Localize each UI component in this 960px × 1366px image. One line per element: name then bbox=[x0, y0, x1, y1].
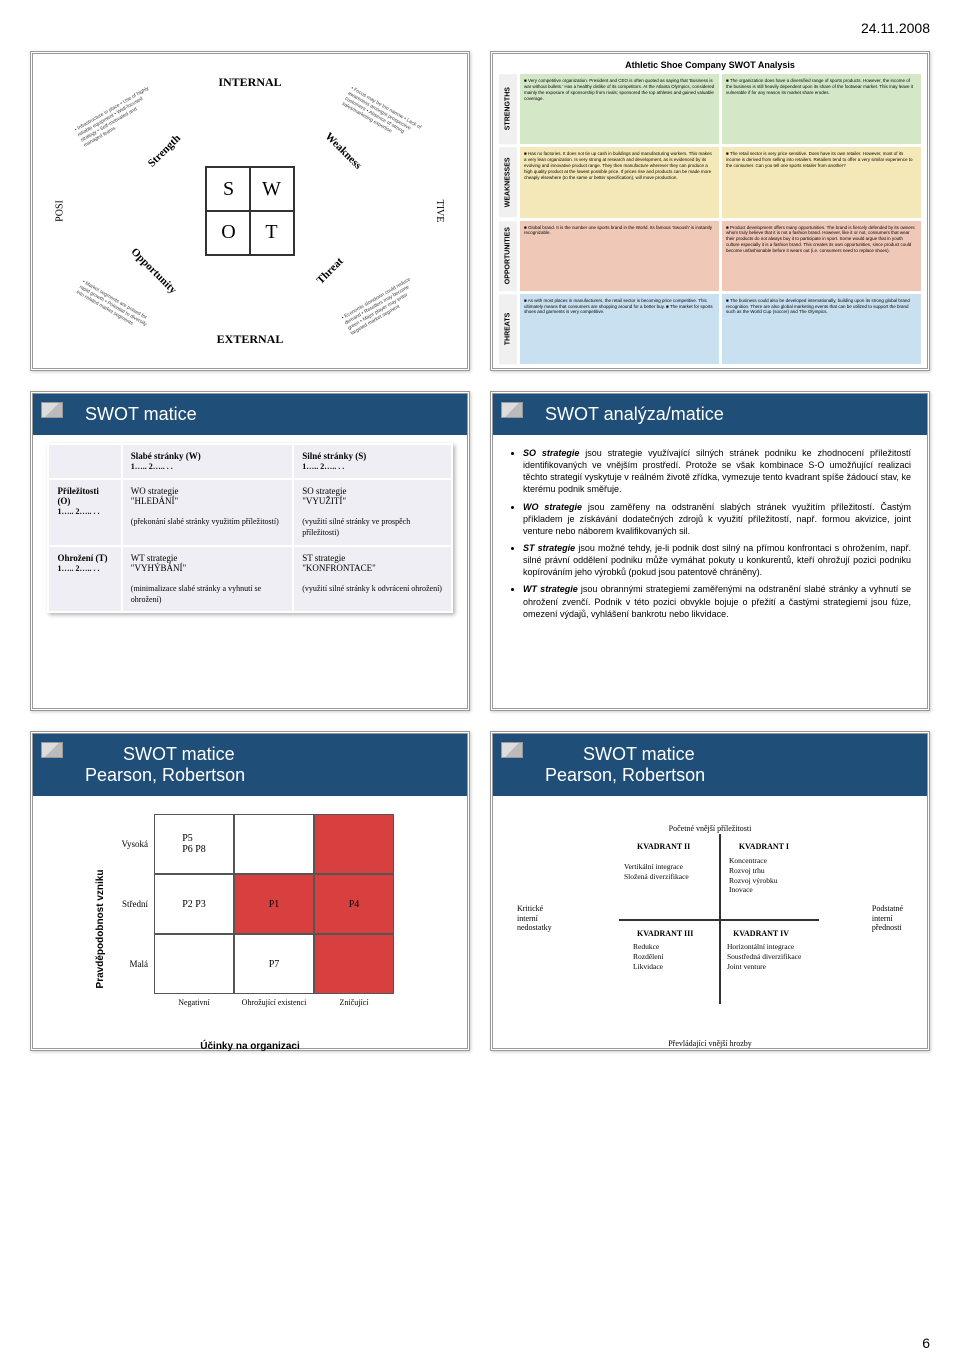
left-axis-label: Kritické interní nedostatky bbox=[517, 904, 552, 933]
hdr-o: Příležitosti (O)1….. 2….. . . bbox=[48, 479, 121, 545]
x-threat: Ohrožující existenci bbox=[234, 994, 314, 1024]
v-axis bbox=[719, 834, 721, 1004]
threat-bullets: • Economic slowdown could reduce demand … bbox=[341, 273, 427, 336]
weakness-label: Weakness bbox=[322, 130, 363, 171]
q4-label: KVADRANT IV bbox=[733, 929, 789, 938]
q4-items: Horizontální integrace Soustředná diverz… bbox=[727, 942, 801, 971]
x-corner bbox=[114, 994, 154, 1024]
slide-nike-swot: Athletic Shoe Company SWOT Analysis STRE… bbox=[490, 51, 930, 371]
quad-center: KVADRANT I KVADRANT II KVADRANT III KVAD… bbox=[619, 834, 819, 1004]
opportunity-label: Opportunity bbox=[128, 246, 178, 296]
hdr-w: Slabé stránky (W)1….. 2….. . . bbox=[122, 444, 293, 479]
slide-pearson-1: SWOT maticePearson, Robertson Pravděpodo… bbox=[30, 731, 470, 1051]
cell-1-2: P4 bbox=[314, 874, 394, 934]
y-mid: Střední bbox=[114, 874, 154, 934]
cell-2-2 bbox=[314, 934, 394, 994]
x-neg: Negativní bbox=[154, 994, 234, 1024]
q3-label: KVADRANT III bbox=[637, 929, 693, 938]
date-header: 24.11.2008 bbox=[30, 20, 930, 36]
slide-pearson-2: SWOT maticePearson, Robertson Početné vn… bbox=[490, 731, 930, 1051]
slide4-header: SWOT analýza/matice bbox=[493, 394, 927, 435]
slide-swot-analyza: SWOT analýza/matice SO strategie jsou st… bbox=[490, 391, 930, 711]
opp-box-1: ■ Global brand. It is the number one spo… bbox=[520, 221, 719, 291]
nike-title: Athletic Shoe Company SWOT Analysis bbox=[499, 60, 921, 70]
weakness-box-2: ■ The retail sector is very price sensit… bbox=[722, 147, 921, 217]
slide3-header: SWOT matice bbox=[33, 394, 467, 435]
hdr-s: Silné stránky (S)1….. 2….. . . bbox=[293, 444, 451, 479]
strength-bullets: • Infrastructure in place • Use of highl… bbox=[74, 85, 160, 148]
pearson-chart: Pravděpodobnost vzniku Vysoká P5 P6 P8 S… bbox=[39, 804, 461, 1054]
internal-label: INTERNAL bbox=[218, 75, 281, 90]
q1-label: KVADRANT I bbox=[739, 842, 789, 851]
slide6-header: SWOT maticePearson, Robertson bbox=[493, 734, 927, 796]
pr-grid: Vysoká P5 P6 P8 Střední P2 P3 P1 P4 Malá… bbox=[114, 814, 394, 1024]
opp-box-2: ■ Product development offers many opport… bbox=[722, 221, 921, 291]
side-opportunities: OPPORTUNITIES bbox=[499, 221, 517, 291]
slide-swot-matice: SWOT matice Slabé stránky (W)1….. 2….. .… bbox=[30, 391, 470, 711]
cell-0-0: P5 P6 P8 bbox=[154, 814, 234, 874]
positive-side-right: TIVE bbox=[434, 200, 445, 223]
side-threats: THREATS bbox=[499, 294, 517, 364]
bullet-wo: WO strategie jsou zaměřeny na odstranění… bbox=[523, 501, 911, 537]
cell-w: W bbox=[249, 167, 294, 212]
cell-0-2 bbox=[314, 814, 394, 874]
opportunity-bullets: • Market segments are poised for rapid g… bbox=[75, 279, 158, 337]
slide3-title: SWOT matice bbox=[85, 404, 197, 424]
slide4-title: SWOT analýza/matice bbox=[545, 404, 724, 424]
weakness-bullets: • Focus may be too narrow • Lack of awar… bbox=[341, 85, 427, 148]
y-low: Malá bbox=[114, 934, 154, 994]
cell-0-1 bbox=[234, 814, 314, 874]
strength-box-2: ■ The organization does have a diversifi… bbox=[722, 74, 921, 144]
bottom-axis-label: Převládající vnější hrozby bbox=[668, 1039, 752, 1049]
pr-ylabel: Pravděpodobnost vzniku bbox=[95, 870, 106, 989]
slide6-title: SWOT maticePearson, Robertson bbox=[507, 744, 705, 785]
weakness-box-1: ■ Has no factories. It does not tie up c… bbox=[520, 147, 719, 217]
corner-cell bbox=[48, 444, 121, 479]
side-weaknesses: WEAKNESSES bbox=[499, 147, 517, 217]
slide-swot-diagram: INTERNAL EXTERNAL POSI TIVE • Infrastruc… bbox=[30, 51, 470, 371]
slide5-header: SWOT maticePearson, Robertson bbox=[33, 734, 467, 796]
slide4-bullets: SO strategie jsou strategie využívající … bbox=[499, 443, 921, 629]
cell-2-0 bbox=[154, 934, 234, 994]
cell-s: S bbox=[206, 167, 251, 212]
q1-items: Koncentrace Rozvoj trhu Rozvoj výrobku I… bbox=[729, 856, 778, 895]
cell-t: T bbox=[249, 210, 294, 255]
strength-label: Strength bbox=[146, 132, 183, 169]
top-axis-label: Početné vnější příležitosti bbox=[669, 824, 752, 834]
y-high: Vysoká bbox=[114, 814, 154, 874]
threat-box-1: ■ As with most places in manufacturers, … bbox=[520, 294, 719, 364]
swot-letters-grid: S W O T bbox=[205, 166, 295, 256]
q3-items: Redukce Rozdělení Likvidace bbox=[633, 942, 663, 971]
threat-box-2: ■ The business could also be developed i… bbox=[722, 294, 921, 364]
x-destroy: Zničující bbox=[314, 994, 394, 1024]
cell-2-1: P7 bbox=[234, 934, 314, 994]
cell-1-1: P1 bbox=[234, 874, 314, 934]
so-cell: SO strategie"VYUŽITÍ"(využití silné strá… bbox=[293, 479, 451, 545]
nike-grid: STRENGTHS ■ Very competitive organizatio… bbox=[499, 74, 921, 364]
wo-cell: WO strategie"HLEDÁNÍ"(překonání slabé st… bbox=[122, 479, 293, 545]
bullet-st: ST strategie jsou možné tehdy, je-li pod… bbox=[523, 542, 911, 578]
bullet-so: SO strategie jsou strategie využívající … bbox=[523, 447, 911, 496]
slide5-title: SWOT maticePearson, Robertson bbox=[47, 744, 245, 785]
pr-xlabel: Účinky na organizaci bbox=[200, 1041, 299, 1052]
st-cell: ST strategie"KONFRONTACE"(využití silné … bbox=[293, 546, 451, 612]
swot-strategy-table: Slabé stránky (W)1….. 2….. . . Silné str… bbox=[47, 443, 452, 613]
cell-1-0: P2 P3 bbox=[154, 874, 234, 934]
hdr-t: Ohrožení (T)1….. 2….. . . bbox=[48, 546, 121, 612]
wt-cell: WT strategie"VYHÝBÁNÍ"(minimalizace slab… bbox=[122, 546, 293, 612]
quadrant-diagram: Početné vnější příležitosti Kritické int… bbox=[499, 804, 921, 1064]
strength-box-1: ■ Very competitive organization. Preside… bbox=[520, 74, 719, 144]
threat-label: Threat bbox=[314, 255, 345, 286]
positive-side-left: POSI bbox=[54, 200, 65, 222]
external-label: EXTERNAL bbox=[217, 332, 284, 347]
slides-grid: INTERNAL EXTERNAL POSI TIVE • Infrastruc… bbox=[30, 51, 930, 1051]
side-strengths: STRENGTHS bbox=[499, 74, 517, 144]
q2-items: Vertikální integrace Složená diverzifika… bbox=[624, 862, 689, 882]
cell-o: O bbox=[206, 210, 251, 255]
bullet-wt: WT strategie jsou obrannými strategiemi … bbox=[523, 583, 911, 619]
page-number: 6 bbox=[922, 1335, 930, 1351]
right-axis-label: Podstatné interní přednosti bbox=[872, 904, 903, 933]
q2-label: KVADRANT II bbox=[637, 842, 690, 851]
